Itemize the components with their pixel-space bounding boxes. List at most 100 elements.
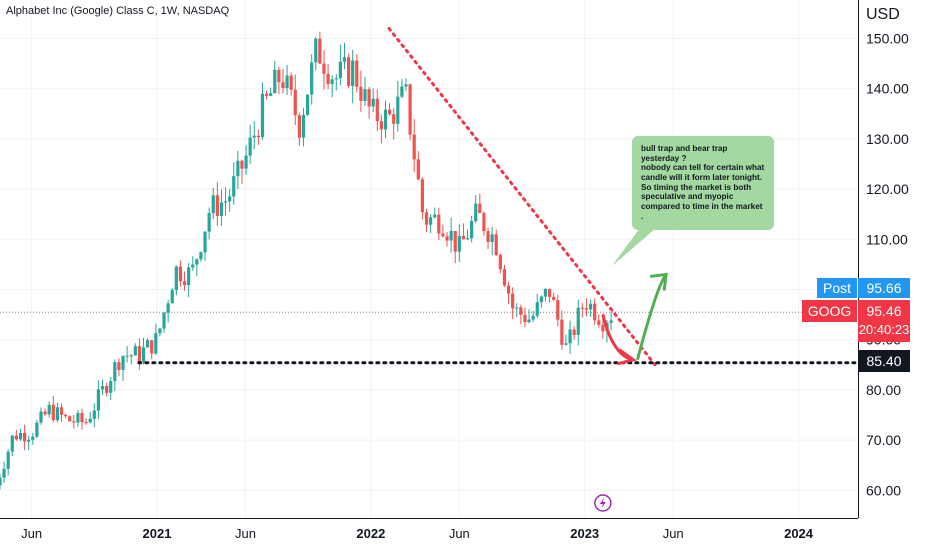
candle-body xyxy=(182,281,187,286)
candle-body xyxy=(137,346,142,362)
candle-body xyxy=(474,203,478,222)
y-tick-label: 110.00 xyxy=(866,231,908,247)
candle-body xyxy=(109,381,113,393)
candle-body xyxy=(305,94,310,115)
candle-body xyxy=(482,213,486,232)
candle-body xyxy=(129,355,133,357)
candle-body xyxy=(449,230,453,241)
candle-body xyxy=(314,38,318,63)
candle-body xyxy=(535,302,539,316)
candle-body xyxy=(523,314,527,323)
y-tick-label: 60.00 xyxy=(866,482,901,498)
candle-body xyxy=(593,303,597,321)
candle-body xyxy=(429,217,433,225)
candle-body xyxy=(277,69,281,83)
candle-body xyxy=(269,93,273,96)
candle-body xyxy=(92,410,96,419)
candle-body xyxy=(601,324,605,332)
x-tick-label: 2024 xyxy=(784,526,814,541)
candle-body xyxy=(289,75,293,90)
candle-body xyxy=(531,315,535,320)
candle-body xyxy=(207,213,211,232)
candle-body xyxy=(371,98,375,107)
candle-body xyxy=(252,135,256,138)
annotation-note[interactable]: bull trap and bear trap yesterday ? nobo… xyxy=(632,136,774,230)
candle-body xyxy=(424,212,429,225)
y-tick-label: 130.00 xyxy=(866,131,909,147)
candle-body xyxy=(519,307,523,315)
candle-body xyxy=(490,234,494,243)
candle-body xyxy=(383,109,388,130)
candle-body xyxy=(121,356,125,370)
candle-body xyxy=(248,137,252,156)
candle-body xyxy=(223,201,228,203)
candle-body xyxy=(6,451,10,469)
candle-body xyxy=(346,57,351,86)
candle-body xyxy=(96,389,101,411)
candle-body xyxy=(453,230,457,252)
candle-body xyxy=(133,346,137,356)
chart-title: Alphabet Inc (Google) Class C, 1W, NASDA… xyxy=(6,5,230,17)
candle-body xyxy=(539,296,543,303)
candle-body xyxy=(10,435,14,452)
candle-body xyxy=(392,114,396,124)
candle-body xyxy=(195,259,199,265)
resistance-trendline xyxy=(387,26,657,367)
candle-body xyxy=(416,159,420,180)
candle-body xyxy=(515,307,519,309)
y-tick-label: 150.00 xyxy=(866,31,909,47)
candle-body xyxy=(506,285,511,294)
candle-body xyxy=(457,235,461,252)
post-price-badge: 95.66 xyxy=(858,278,910,298)
candle-body xyxy=(146,340,150,348)
candle-body xyxy=(100,386,105,390)
candle-body xyxy=(355,60,359,87)
candle-body xyxy=(68,416,72,422)
candle-body xyxy=(273,69,277,94)
candle-body xyxy=(580,307,584,309)
x-tick-label: Jun xyxy=(449,526,470,541)
candle-body xyxy=(543,288,548,297)
candle-body xyxy=(437,214,441,234)
candle-body xyxy=(351,60,355,86)
candle-body xyxy=(141,347,146,362)
candle-body xyxy=(498,255,502,270)
x-tick-label: Jun xyxy=(21,526,42,541)
candle-body xyxy=(326,73,330,85)
candle-body xyxy=(552,296,556,301)
candle-body xyxy=(494,234,498,256)
candle-body xyxy=(63,414,68,417)
candle-body xyxy=(400,86,404,97)
candle-body xyxy=(408,84,412,135)
candle-body xyxy=(584,308,589,310)
candle-body xyxy=(150,340,154,354)
candle-body xyxy=(170,290,174,304)
candle-body xyxy=(547,288,552,297)
candle-body xyxy=(105,386,109,393)
forecast-down-arrowhead xyxy=(616,348,637,366)
candle-body xyxy=(14,435,18,440)
candle-body xyxy=(396,96,400,124)
candle-body xyxy=(264,93,269,96)
candle-body xyxy=(478,203,482,214)
candle-body xyxy=(18,433,23,440)
x-tick-label: Jun xyxy=(235,526,256,541)
candle-body xyxy=(219,202,224,216)
current-price-value: 95.46 xyxy=(866,303,902,319)
candle-body xyxy=(244,155,248,169)
candle-body xyxy=(576,307,580,335)
candle-body xyxy=(441,233,445,237)
candle-body xyxy=(117,362,121,370)
candle-body xyxy=(301,114,306,138)
candle-body xyxy=(470,221,474,239)
candle-body xyxy=(511,293,515,309)
candle-body xyxy=(597,320,601,325)
candle-body xyxy=(80,413,84,423)
y-tick-label: 120.00 xyxy=(866,181,909,197)
x-tick-label: 2023 xyxy=(570,526,599,541)
candle-body xyxy=(310,62,314,95)
y-tick-label: 70.00 xyxy=(866,432,901,448)
candle-body xyxy=(51,404,55,421)
